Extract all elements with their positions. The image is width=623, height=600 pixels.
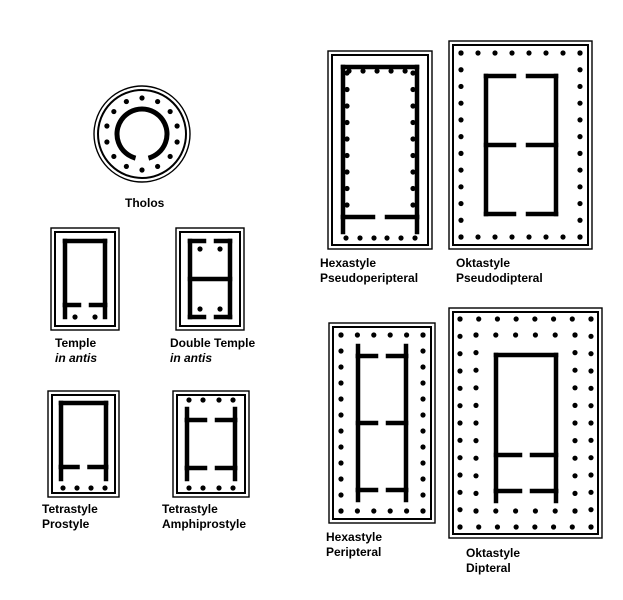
oktastyle_dipteral-plan xyxy=(448,307,603,539)
tholos-label: Tholos xyxy=(125,196,164,211)
tholos-plan xyxy=(92,84,192,184)
oktastyle_dipteral-label: OktastyleDipteral xyxy=(466,546,520,576)
hexastyle_pseudoperipteral-plan xyxy=(327,50,433,250)
temple_in_antis-plan xyxy=(50,227,120,331)
hexastyle_peripteral-plan xyxy=(328,322,436,524)
tetrastyle_prostyle-label: TetrastyleProstyle xyxy=(42,502,98,532)
double_temple_in_antis-label: Double Templein antis xyxy=(170,336,255,366)
hexastyle_pseudoperipteral-label: HexastylePseudoperipteral xyxy=(320,256,418,286)
tetrastyle_amphiprostyle-label: TetrastyleAmphiprostyle xyxy=(162,502,246,532)
oktastyle_pseudodipteral-label: OktastylePseudodipteral xyxy=(456,256,543,286)
temple_in_antis-label: Templein antis xyxy=(55,336,97,366)
hexastyle_peripteral-label: HexastylePeripteral xyxy=(326,530,382,560)
double_temple_in_antis-plan xyxy=(175,227,245,331)
tetrastyle_prostyle-plan xyxy=(47,390,120,498)
temple-types-figure: Tholos Templein antis Double Templein anti… xyxy=(0,0,623,600)
oktastyle_pseudodipteral-plan xyxy=(448,40,593,250)
tetrastyle_amphiprostyle-plan xyxy=(172,390,250,498)
